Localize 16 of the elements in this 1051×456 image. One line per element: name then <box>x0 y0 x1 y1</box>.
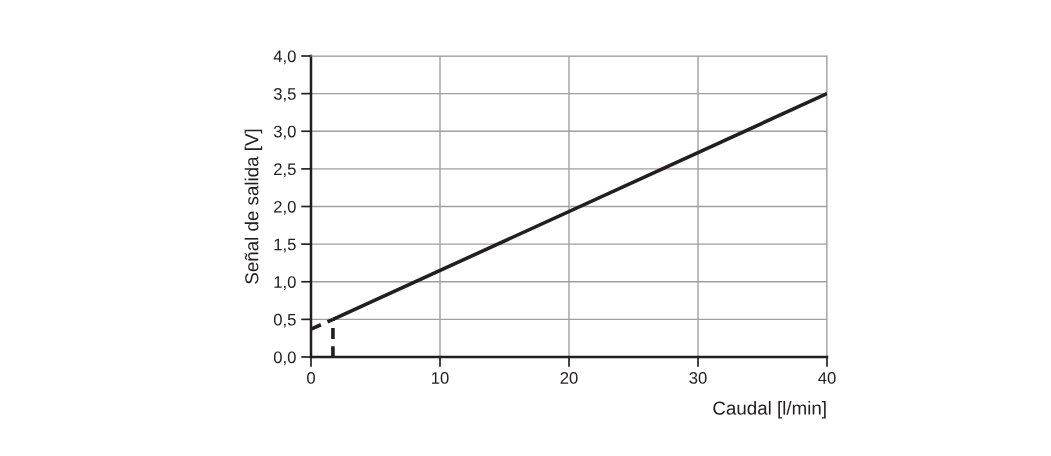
y-tick-label: 3,0 <box>273 125 296 140</box>
y-tick-label: 2,0 <box>274 200 296 215</box>
y-tick-label: 0,5 <box>273 313 296 328</box>
x-axis-title: Caudal [l/min] <box>713 401 826 419</box>
y-tick-label: 4,0 <box>273 50 296 65</box>
x-tick-label: 10 <box>432 372 449 384</box>
y-axis-title: Señal de salida [V] <box>244 129 263 284</box>
x-tick-label: 20 <box>560 372 578 384</box>
y-tick-label: 2,5 <box>274 163 296 178</box>
y-tick-label: 0,0 <box>273 351 296 366</box>
x-tick-label: 30 <box>689 372 707 384</box>
y-tick-label: 3,5 <box>273 88 296 102</box>
x-tick-label: 40 <box>818 372 836 384</box>
x-tick-label: 0 <box>307 372 315 384</box>
y-tick-label: 1,5 <box>274 238 296 253</box>
y-tick-label: 1,0 <box>274 276 296 290</box>
